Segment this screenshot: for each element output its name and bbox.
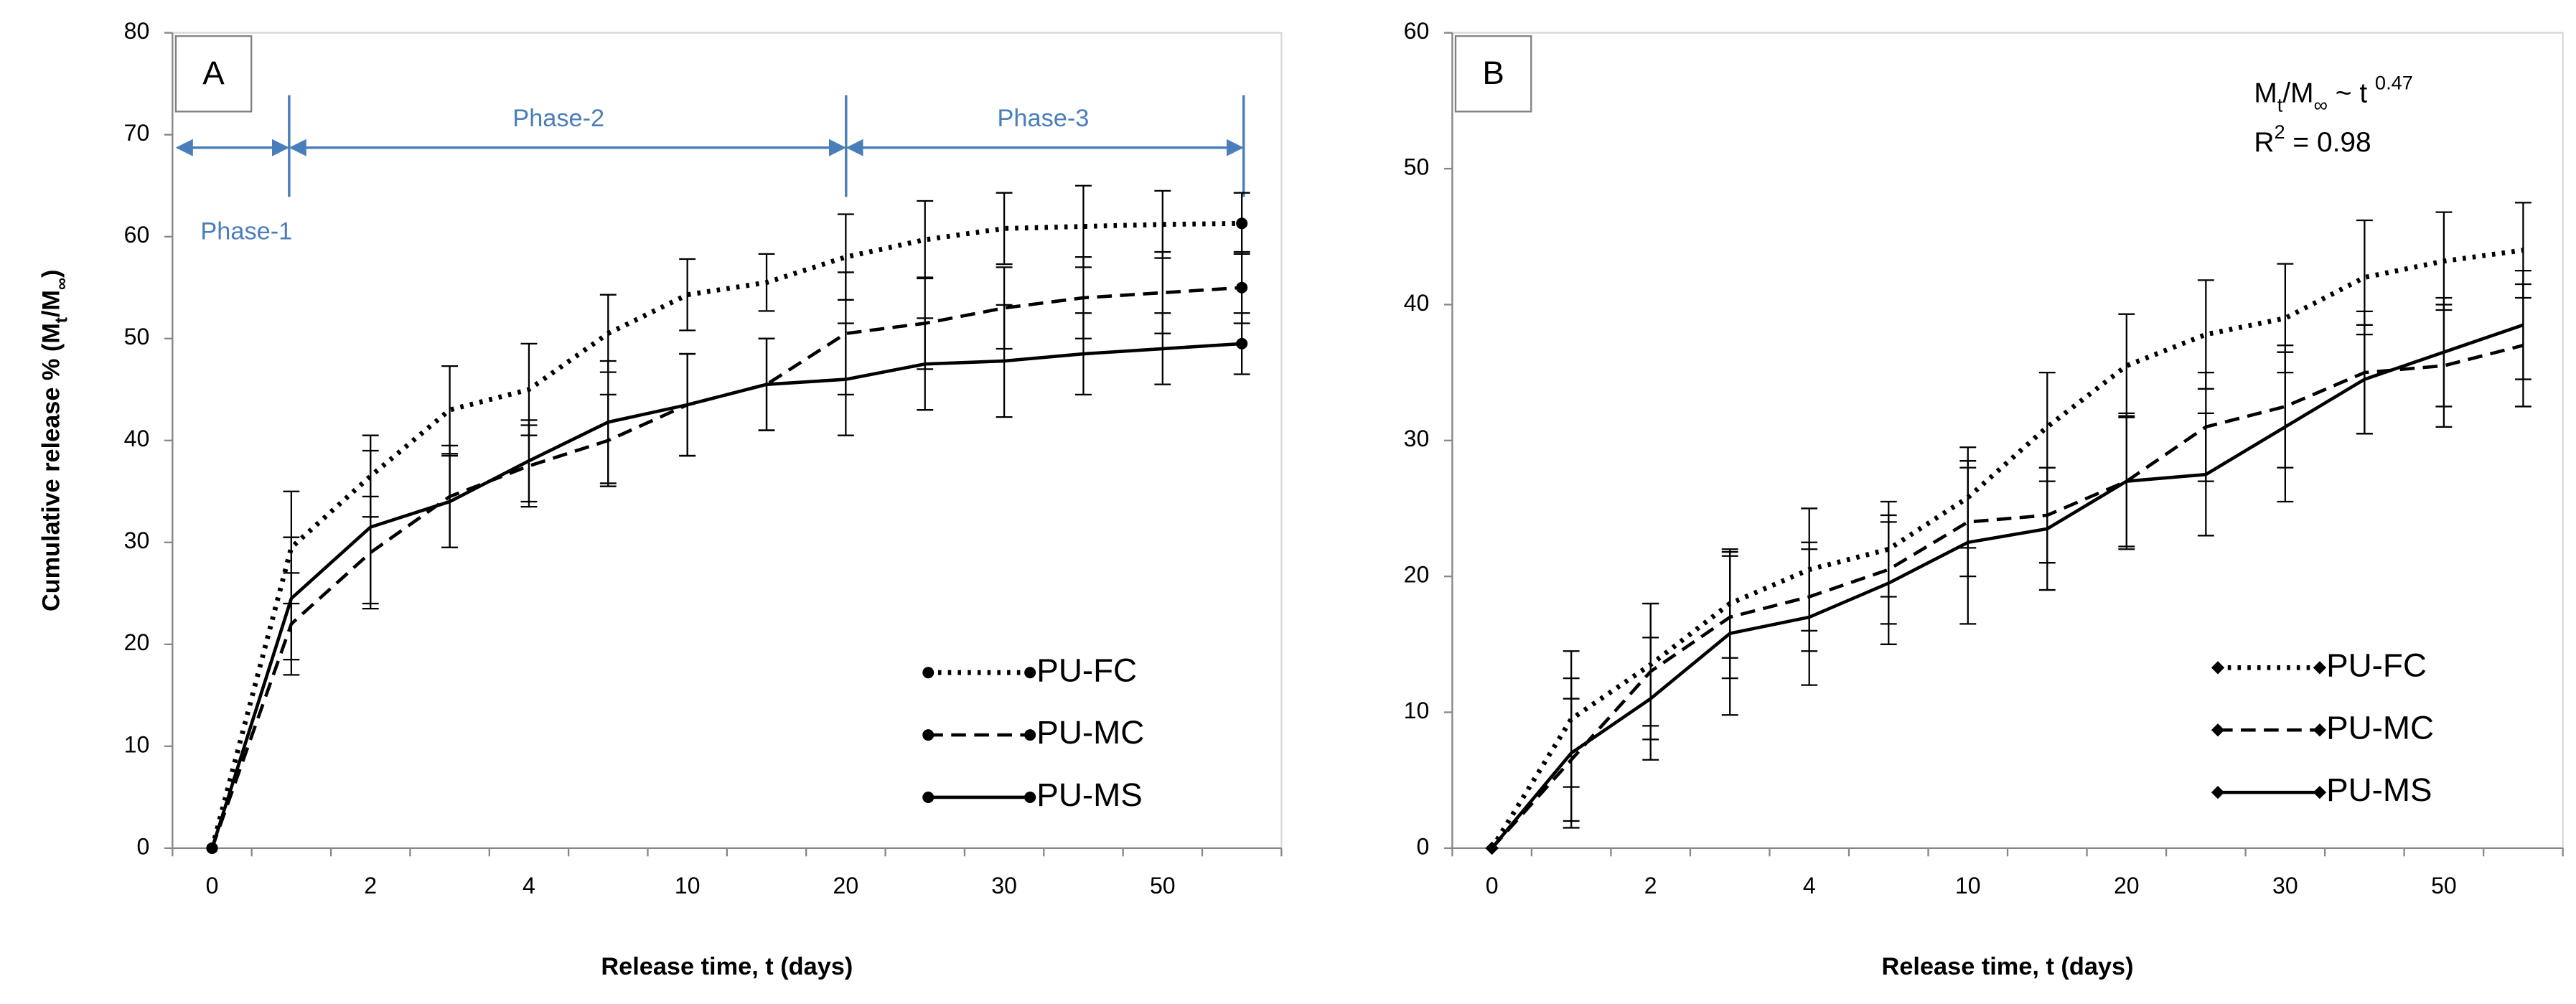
text-part: R bbox=[2254, 127, 2274, 158]
marker bbox=[2211, 723, 2225, 737]
marker bbox=[922, 729, 935, 741]
y-tick-label: 80 bbox=[124, 18, 150, 44]
y-tick-label: 50 bbox=[1404, 154, 1430, 180]
panel-label-box bbox=[174, 35, 253, 113]
error-bar bbox=[996, 192, 1013, 266]
phase-label: Phase-2 bbox=[512, 105, 604, 132]
x-tick-label: 4 bbox=[1803, 873, 1816, 899]
text-part: t bbox=[2277, 93, 2283, 116]
text-part: = 0.98 bbox=[2285, 127, 2371, 158]
series-line bbox=[1489, 248, 2524, 850]
marker bbox=[1485, 841, 1499, 855]
x-tick-label: 0 bbox=[1486, 873, 1499, 899]
phase-label: Phase-1 bbox=[200, 218, 292, 245]
y-tick-label: 20 bbox=[1404, 562, 1430, 588]
y-tick-label: 60 bbox=[1404, 18, 1430, 44]
text-part: M bbox=[2254, 78, 2277, 109]
y-tick-label: 30 bbox=[124, 527, 150, 553]
text-part: ∞ bbox=[52, 278, 71, 290]
x-tick-label: 0 bbox=[206, 873, 219, 899]
series-line bbox=[210, 220, 1242, 849]
y-tick-label: 10 bbox=[124, 731, 150, 757]
error-bar bbox=[1075, 184, 1092, 268]
marker bbox=[206, 842, 218, 854]
y-tick-label: 50 bbox=[124, 324, 150, 349]
legend-label: PU-FC bbox=[1036, 652, 1137, 688]
text-part: ~ t bbox=[2328, 78, 2375, 109]
r-squared: R2 = 0.98 bbox=[2254, 121, 2371, 159]
y-tick-label: 10 bbox=[1404, 698, 1430, 723]
error-bar bbox=[679, 258, 696, 332]
y-tick-label: 40 bbox=[1404, 290, 1430, 316]
x-tick-label: 20 bbox=[2114, 873, 2140, 899]
x-tick-label: 10 bbox=[675, 873, 701, 899]
x-tick-label: 50 bbox=[2431, 873, 2457, 899]
y-tick-label: 60 bbox=[124, 222, 150, 248]
legend-label: PU-MS bbox=[2326, 771, 2432, 808]
y-tick-label: 70 bbox=[124, 120, 150, 146]
series-line bbox=[210, 286, 1242, 849]
text-part: 2 bbox=[2274, 121, 2285, 143]
series-line bbox=[210, 342, 1242, 849]
text-part: /M bbox=[2282, 78, 2313, 109]
x-tick-label: 20 bbox=[833, 873, 859, 899]
marker bbox=[1024, 667, 1036, 679]
text-part: ) bbox=[37, 270, 65, 278]
series-line bbox=[1490, 323, 2524, 850]
y-tick-label: 0 bbox=[1417, 833, 1430, 859]
legend-label: PU-MC bbox=[1036, 714, 1144, 751]
marker bbox=[2313, 661, 2327, 675]
error-bar bbox=[441, 365, 459, 455]
text-part: t bbox=[52, 317, 71, 323]
panel-label: A bbox=[202, 55, 225, 91]
marker bbox=[922, 667, 935, 679]
marker bbox=[2211, 785, 2225, 799]
text-part: 0.47 bbox=[2375, 71, 2413, 93]
marker bbox=[1236, 217, 1248, 230]
equation: Mt/M∞ ~ t 0.47 bbox=[2254, 71, 2413, 116]
x-tick-label: 30 bbox=[991, 873, 1017, 899]
x-tick-label: 4 bbox=[523, 873, 535, 899]
marker bbox=[1236, 337, 1248, 349]
x-tick-label: 2 bbox=[364, 873, 377, 899]
y-axis-title: Cumulative release % (Mt/M∞) bbox=[37, 270, 71, 612]
marker bbox=[1024, 729, 1036, 741]
panel-label-box bbox=[1454, 35, 1532, 113]
y-tick-label: 40 bbox=[124, 426, 150, 451]
x-tick-label: 2 bbox=[1644, 873, 1657, 899]
x-tick-label: 30 bbox=[2272, 873, 2298, 899]
legend-label: PU-MC bbox=[2326, 709, 2434, 746]
y-tick-label: 30 bbox=[1404, 426, 1430, 451]
y-tick-label: 20 bbox=[124, 629, 150, 655]
error-bar bbox=[2118, 313, 2135, 418]
marker bbox=[2211, 661, 2225, 675]
text-part: /M bbox=[37, 290, 65, 317]
x-tick-label: 10 bbox=[1955, 873, 1981, 899]
marker bbox=[1236, 281, 1248, 294]
legend-label: PU-FC bbox=[2326, 647, 2427, 683]
x-axis-title: Release time, t (days) bbox=[1882, 953, 2134, 980]
marker bbox=[2313, 785, 2327, 799]
marker bbox=[922, 791, 935, 803]
phase-label: Phase-3 bbox=[998, 105, 1090, 132]
x-axis-title: Release time, t (days) bbox=[601, 953, 853, 980]
marker bbox=[2313, 723, 2327, 737]
y-tick-label: 0 bbox=[136, 833, 149, 859]
text-part: ∞ bbox=[2314, 93, 2328, 116]
phase-arrows bbox=[175, 95, 1245, 197]
legend-label: PU-MS bbox=[1036, 777, 1142, 813]
marker bbox=[1024, 791, 1036, 803]
series-line bbox=[1490, 344, 2524, 850]
x-tick-label: 50 bbox=[1150, 873, 1176, 899]
error-bar bbox=[2038, 371, 2056, 482]
text-part: Cumulative release % (M bbox=[37, 323, 65, 611]
error-bar bbox=[1154, 189, 1171, 259]
panel-label: B bbox=[1482, 55, 1504, 91]
